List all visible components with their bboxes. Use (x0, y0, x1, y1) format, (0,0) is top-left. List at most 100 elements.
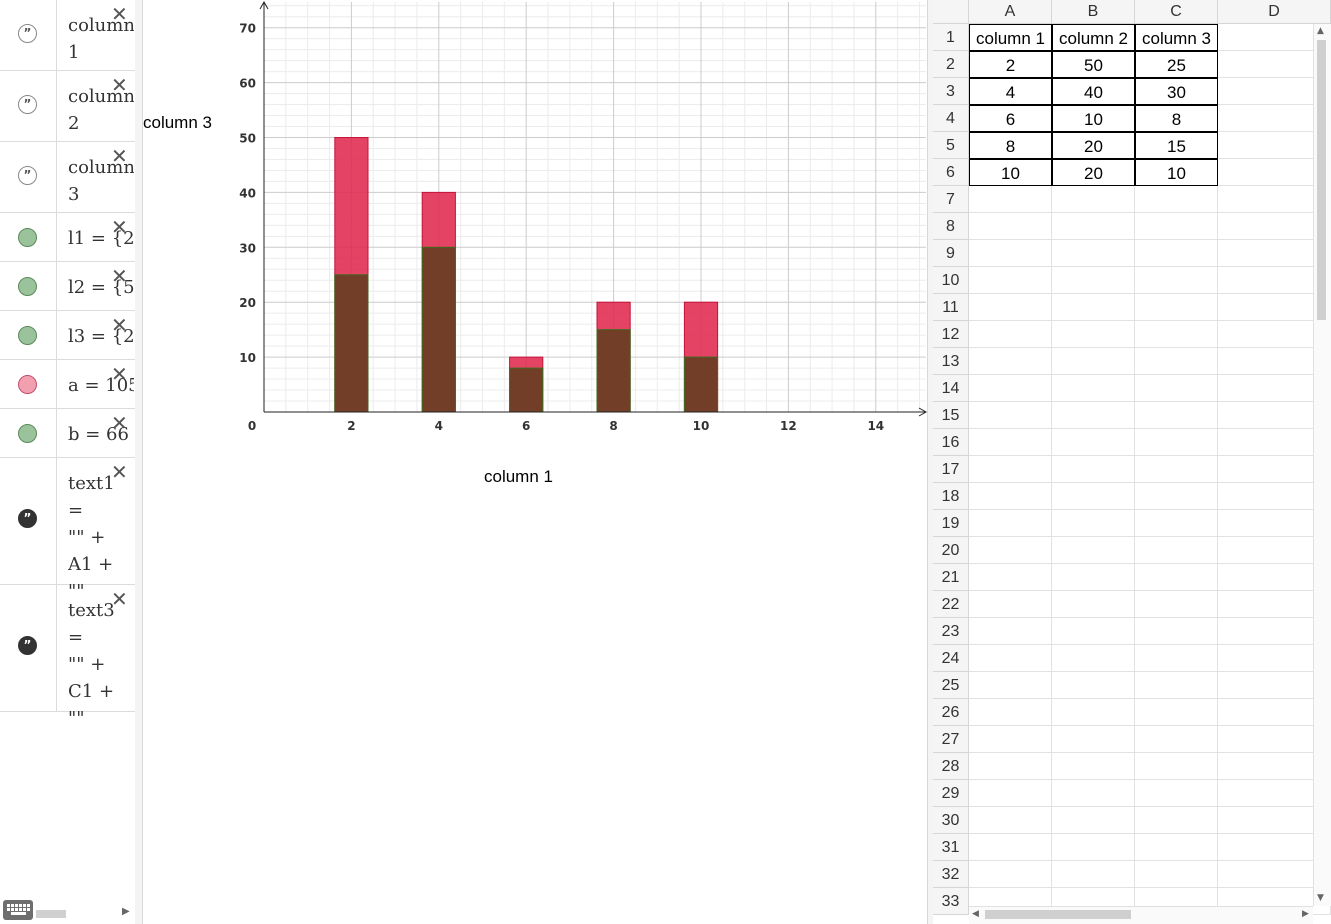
row-header[interactable]: 15 (933, 402, 969, 429)
spreadsheet-cell[interactable]: 10 (1052, 105, 1135, 132)
spreadsheet-cell[interactable]: 30 (1135, 78, 1218, 105)
spreadsheet-cell[interactable] (1135, 699, 1218, 726)
spreadsheet-cell[interactable] (969, 618, 1052, 645)
scroll-right-arrow[interactable]: ▶ (1302, 909, 1309, 919)
spreadsheet-cell[interactable]: 6 (969, 105, 1052, 132)
row-header[interactable]: 5 (933, 132, 969, 159)
row-header[interactable]: 28 (933, 753, 969, 780)
visibility-toggle-icon[interactable] (18, 424, 37, 443)
spreadsheet-cell[interactable]: column 3 (1135, 24, 1218, 51)
spreadsheet-cell[interactable] (969, 861, 1052, 888)
spreadsheet-cell[interactable] (1135, 726, 1218, 753)
spreadsheet-cell[interactable] (1052, 348, 1135, 375)
row-header[interactable]: 3 (933, 78, 969, 105)
spreadsheet-cell[interactable] (1052, 483, 1135, 510)
delete-close-icon[interactable]: ✕ (111, 587, 128, 611)
spreadsheet-cell[interactable] (1052, 591, 1135, 618)
spreadsheet-cell[interactable] (969, 672, 1052, 699)
spreadsheet-cell[interactable] (1052, 537, 1135, 564)
spreadsheet-cell[interactable] (969, 645, 1052, 672)
row-header[interactable]: 32 (933, 861, 969, 888)
spreadsheet-cell[interactable] (1052, 510, 1135, 537)
spreadsheet-cell[interactable]: 8 (1135, 105, 1218, 132)
visibility-toggle-icon[interactable] (18, 375, 37, 394)
column-header-D[interactable]: D (1218, 0, 1331, 24)
bar-column-3-8[interactable] (596, 329, 631, 413)
row-header[interactable]: 7 (933, 186, 969, 213)
graphics-view[interactable]: 0 2 4 6 8 10 12 14 10 20 30 40 50 60 70 column 3 column … (142, 0, 930, 924)
spreadsheet-cell[interactable] (1052, 861, 1135, 888)
spreadsheet-cell[interactable] (969, 348, 1052, 375)
spreadsheet-cell[interactable]: column 2 (1052, 24, 1135, 51)
spreadsheet-cell[interactable] (1135, 456, 1218, 483)
spreadsheet-cell[interactable] (1052, 402, 1135, 429)
visibility-toggle-icon[interactable] (18, 277, 37, 296)
spreadsheet-cell[interactable] (969, 213, 1052, 240)
spreadsheet-cell[interactable] (1135, 294, 1218, 321)
visibility-toggle-icon[interactable] (18, 326, 37, 345)
algebra-definition[interactable]: l1 = {2, (68, 228, 134, 249)
algebra-item[interactable]: ” column 2 ✕ (0, 71, 135, 142)
algebra-definition[interactable]: text1 = "" + A1 + "" (68, 473, 115, 602)
view-splitter[interactable] (927, 0, 934, 924)
row-header[interactable]: 30 (933, 807, 969, 834)
spreadsheet-cell[interactable]: 15 (1135, 132, 1218, 159)
row-header[interactable]: 17 (933, 456, 969, 483)
row-header[interactable]: 10 (933, 267, 969, 294)
row-header[interactable]: 4 (933, 105, 969, 132)
spreadsheet-cell[interactable] (1135, 564, 1218, 591)
view-splitter[interactable] (135, 0, 143, 924)
algebra-definition[interactable]: column 1 (68, 15, 134, 63)
spreadsheet-cell[interactable] (969, 780, 1052, 807)
spreadsheet-cell[interactable] (1052, 726, 1135, 753)
algebra-item[interactable]: l2 = {50✕ (0, 262, 135, 311)
spreadsheet-cell[interactable] (1135, 483, 1218, 510)
spreadsheet-cell[interactable] (969, 321, 1052, 348)
spreadsheet-cell[interactable] (1135, 591, 1218, 618)
spreadsheet-cell[interactable] (1135, 213, 1218, 240)
spreadsheet-cell[interactable] (969, 429, 1052, 456)
bar-column-3-10[interactable] (683, 356, 719, 413)
algebra-item[interactable]: ” text1 = "" + A1 + "" ✕ (0, 458, 135, 602)
delete-close-icon[interactable]: ✕ (111, 362, 128, 386)
spreadsheet-cell[interactable] (969, 699, 1052, 726)
spreadsheet-cell[interactable] (969, 807, 1052, 834)
algebra-definition[interactable]: a = 105 (68, 375, 134, 396)
row-header[interactable]: 20 (933, 537, 969, 564)
row-header[interactable]: 12 (933, 321, 969, 348)
horizontal-scrollbar-thumb[interactable] (36, 910, 66, 918)
scroll-down-arrow[interactable]: ▼ (1317, 893, 1324, 903)
spreadsheet-cell[interactable] (1135, 861, 1218, 888)
delete-close-icon[interactable]: ✕ (111, 215, 128, 239)
spreadsheet-cell[interactable] (969, 591, 1052, 618)
spreadsheet-cell[interactable] (969, 753, 1052, 780)
spreadsheet-cell[interactable] (1052, 564, 1135, 591)
row-header[interactable]: 29 (933, 780, 969, 807)
row-header[interactable]: 9 (933, 240, 969, 267)
spreadsheet-cell[interactable]: 20 (1052, 159, 1135, 186)
spreadsheet-cell[interactable] (1052, 186, 1135, 213)
spreadsheet-cell[interactable]: 4 (969, 78, 1052, 105)
keyboard-icon[interactable] (3, 900, 33, 920)
quote-icon[interactable]: ” (18, 24, 37, 43)
spreadsheet-cell[interactable] (969, 240, 1052, 267)
spreadsheet-cell[interactable] (1052, 753, 1135, 780)
algebra-item[interactable]: ” column 3 ✕ (0, 142, 135, 213)
row-header[interactable]: 16 (933, 429, 969, 456)
spreadsheet-cell[interactable] (969, 456, 1052, 483)
spreadsheet-cell[interactable] (969, 375, 1052, 402)
scroll-left-arrow[interactable]: ◀ (972, 909, 979, 919)
spreadsheet-cell[interactable]: 8 (969, 132, 1052, 159)
spreadsheet-cell[interactable] (1135, 807, 1218, 834)
spreadsheet-cell[interactable] (1135, 645, 1218, 672)
spreadsheet-cell[interactable] (1052, 834, 1135, 861)
row-header[interactable]: 6 (933, 159, 969, 186)
delete-close-icon[interactable]: ✕ (111, 460, 128, 484)
algebra-item[interactable]: ” text3 = "" + C1 + "" ✕ (0, 585, 135, 729)
row-header[interactable]: 18 (933, 483, 969, 510)
spreadsheet-cell[interactable]: 40 (1052, 78, 1135, 105)
spreadsheet-cell[interactable] (1135, 510, 1218, 537)
spreadsheet-cell[interactable]: column 1 (969, 24, 1052, 51)
spreadsheet-cell[interactable]: 10 (1135, 159, 1218, 186)
spreadsheet-cell[interactable] (1135, 780, 1218, 807)
